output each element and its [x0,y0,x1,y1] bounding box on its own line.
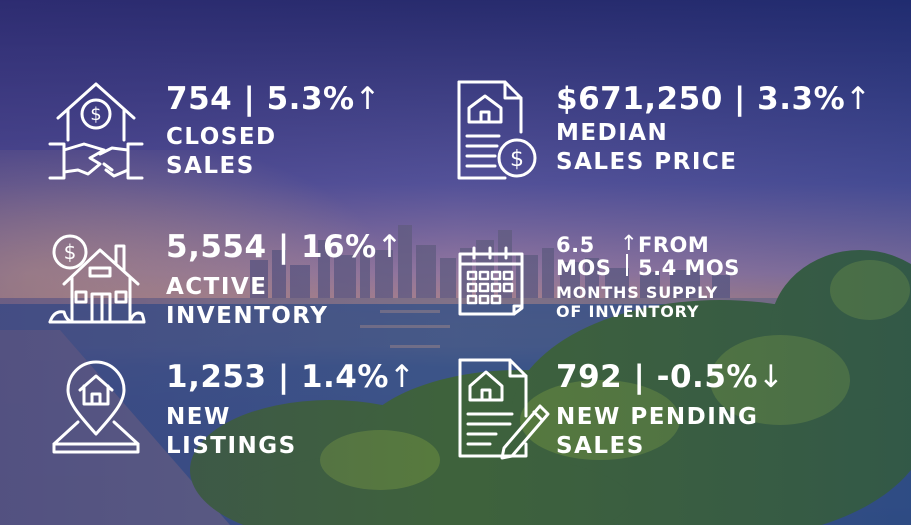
months-supply-divider [626,254,628,276]
svg-text:$: $ [510,147,524,172]
svg-text:$: $ [64,240,77,264]
calendar-icon [458,246,524,316]
months-supply-from: FROM 5.4 MOS [638,233,740,280]
location-pin-house-icon [52,360,140,454]
active-inventory-label: ACTIVE INVENTORY [166,274,329,329]
new-listings-label: NEW LISTINGS [166,404,297,459]
up-arrow-icon: ↑ [845,81,872,117]
down-arrow-icon: ↓ [757,359,785,395]
up-arrow-icon: ↑ [354,81,382,117]
document-dollar-icon: $ [457,80,537,180]
up-arrow-icon: ↑ [620,231,639,255]
median-price-value: $671,250 | 3.3%↑ [556,81,872,117]
median-price-label: MEDIAN SALES PRICE [556,120,738,175]
months-supply-label: MONTHS SUPPLY OF INVENTORY [556,283,718,321]
closed-sales-value: 754 | 5.3%↑ [166,81,382,117]
closed-sales-label: CLOSED SALES [166,124,277,179]
new-pending-value: 792 | -0.5%↓ [556,359,785,395]
new-pending-label: NEW PENDING SALES [556,404,759,459]
contract-pen-icon [458,358,550,460]
months-supply-current: 6.5 MOS [556,233,612,280]
house-dollar-icon: $ [48,234,146,324]
new-listings-value: 1,253 | 1.4%↑ [166,359,416,395]
active-inventory-value: 5,554 | 16%↑ [166,229,404,265]
up-arrow-icon: ↑ [376,229,404,265]
handshake-house-icon: $ [48,82,144,180]
svg-text:$: $ [90,104,101,125]
up-arrow-icon: ↑ [388,359,416,395]
